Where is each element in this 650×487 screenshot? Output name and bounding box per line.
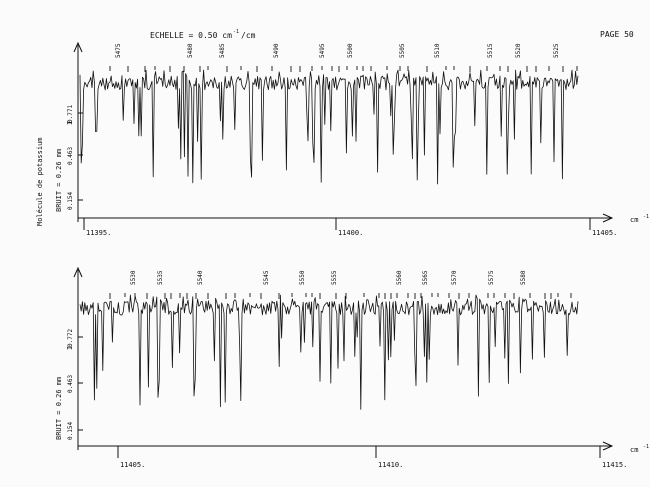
spectrum-trace: [79, 294, 579, 410]
intensity-mark: I: [66, 346, 74, 350]
x-axis-arrow: [602, 441, 614, 451]
page-label: PAGE 50: [600, 30, 634, 39]
line-number-label: 5485: [219, 43, 226, 58]
noise-label: BRUIT = 0.26 mm: [55, 377, 63, 440]
scale-exponent: -1: [233, 29, 239, 35]
line-number-label: 5475: [115, 43, 122, 58]
y-axis-arrow: [73, 266, 83, 278]
intensity-mark: I: [66, 121, 74, 125]
x-unit-exponent: -1: [643, 444, 649, 450]
noise-label: BRUIT = 0.26 mm: [55, 149, 63, 212]
line-number-label: 5515: [487, 43, 494, 58]
x-unit-label: cm: [630, 216, 638, 224]
line-number-label: 5555: [331, 270, 338, 285]
y-tick-label: 0.463: [67, 147, 74, 165]
line-number-label: 5535: [157, 270, 164, 285]
x-tick-label: 11405.: [592, 229, 617, 237]
line-number-label: 5565: [422, 270, 429, 285]
line-number-label: 5530: [130, 270, 137, 285]
line-number-label: 5545: [263, 270, 270, 285]
line-number-label: 5490: [273, 43, 280, 58]
molecule-label: Molécule de potassium: [36, 137, 44, 226]
x-unit-label: cm: [630, 446, 638, 454]
line-number-label: 5550: [299, 270, 306, 285]
line-number-label: 5520: [515, 43, 522, 58]
line-number-label: 5575: [488, 270, 495, 285]
scale-unit-suffix: /cm: [241, 31, 256, 40]
x-tick-label: 11415.: [602, 461, 627, 469]
line-number-label: 5560: [396, 270, 403, 285]
y-tick-label: 0.463: [67, 375, 74, 393]
line-number-label: 5480: [187, 43, 194, 58]
line-number-label: 5500: [347, 43, 354, 58]
y-tick-label: 0.772: [67, 329, 74, 347]
line-number-label: 5570: [451, 270, 458, 285]
line-number-label: 5505: [399, 43, 406, 58]
spectrum-panels: 11395. 11400. 11405. cm -1 0.771 0.463 0.154 I BR…: [55, 41, 649, 469]
y-axis-arrow: [73, 41, 83, 53]
line-number-label: 5540: [197, 270, 204, 285]
x-tick-label: 11400.: [338, 229, 363, 237]
x-axis-arrow: [602, 213, 614, 223]
line-number-label: 5525: [553, 43, 560, 58]
spectrum-panel: 11395. 11400. 11405. cm -1 0.771 0.463 0.154 I BR…: [55, 41, 649, 237]
x-unit-exponent: -1: [643, 214, 649, 220]
y-tick-label: 0.154: [67, 192, 74, 210]
spectrum-panel: 11405. 11410. 11415.cm -1 0.772 0.463 0.154 I BR…: [55, 266, 649, 469]
y-tick-label: 0.154: [67, 422, 74, 440]
x-tick-label: 11410.: [378, 461, 403, 469]
x-tick-label: 11395.: [86, 229, 111, 237]
spectrum-trace: [79, 69, 579, 185]
line-number-label: 5510: [434, 43, 441, 58]
x-tick-label: 11405.: [120, 461, 145, 469]
y-tick-label: 0.771: [67, 105, 74, 123]
line-number-label: 5495: [319, 43, 326, 58]
line-number-label: 5580: [520, 270, 527, 285]
scale-label: ECHELLE = 0.50 cm: [150, 31, 232, 40]
